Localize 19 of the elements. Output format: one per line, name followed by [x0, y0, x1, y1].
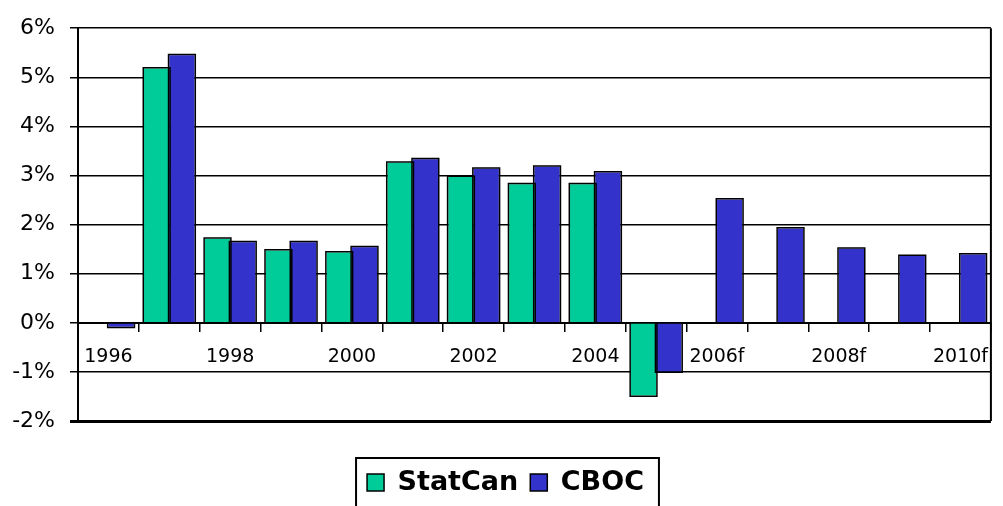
legend-label: StatCan	[397, 464, 519, 496]
x-tick-label: 2010f	[932, 344, 990, 367]
x-tick-label: 2006f	[689, 344, 746, 367]
legend-label: CBOC	[560, 464, 644, 496]
y-tick-label: 0%	[20, 308, 55, 334]
y-tick-label: 1%	[20, 259, 55, 285]
y-tick-label: -2%	[12, 406, 55, 432]
y-tick-label: -1%	[12, 357, 55, 383]
y-tick-label: 4%	[20, 112, 55, 138]
x-tick-label: 2004	[571, 344, 620, 367]
y-tick-label: 2%	[20, 210, 55, 236]
x-tick-label: 1996	[84, 344, 133, 367]
y-tick-label: 6%	[20, 13, 55, 39]
y-tick-label: 3%	[20, 161, 55, 187]
x-tick-label: 1998	[205, 344, 255, 367]
y-tick-label: 5%	[20, 63, 55, 89]
x-tick-label: 2008f	[811, 344, 868, 367]
x-tick-label: 2002	[449, 344, 498, 367]
x-tick-label: 2000	[327, 344, 377, 367]
